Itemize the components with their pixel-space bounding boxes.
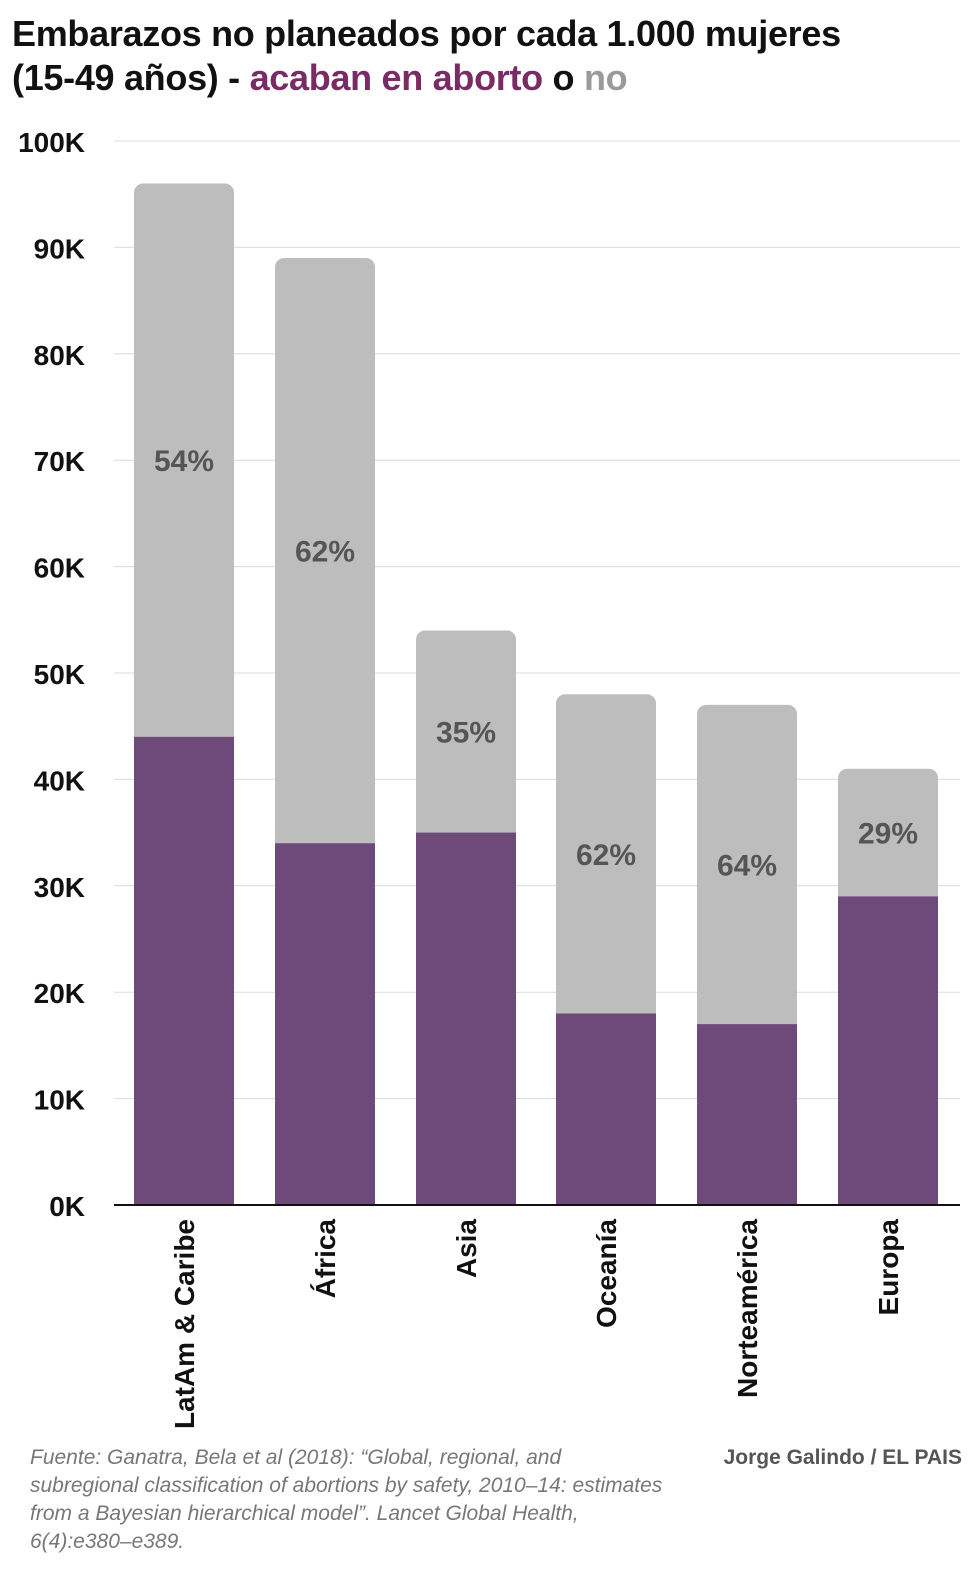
title-connector: o <box>542 57 584 98</box>
bars <box>134 183 938 1205</box>
x-tick-label: Norteamérica <box>732 1219 763 1398</box>
bar-abortion <box>134 736 234 1205</box>
percent-label: 29% <box>858 818 918 851</box>
x-tick-label: Asia <box>451 1219 482 1279</box>
y-tick-label: 80K <box>34 340 85 371</box>
x-axis-ticks: LatAm & Caribe África Asia Oceanía Norteamér… <box>169 1219 904 1429</box>
x-tick-label: LatAm & Caribe <box>169 1219 200 1429</box>
source-note: Fuente: Ganatra, Bela et al (2018): “Glo… <box>30 1446 663 1553</box>
credit-line: Jorge Galindo / EL PAIS <box>723 1446 962 1469</box>
x-tick-label: África <box>310 1219 341 1299</box>
y-tick-label: 60K <box>34 553 85 584</box>
y-tick-label: 40K <box>34 765 85 796</box>
title-line2-prefix: (15-49 años) - <box>12 57 250 98</box>
percent-label: 35% <box>436 717 496 750</box>
y-tick-label: 70K <box>34 446 85 477</box>
title-line1: Embarazos no planeados por cada 1.000 mu… <box>12 13 841 54</box>
percent-label: 64% <box>717 850 777 883</box>
bar-abortion <box>275 843 375 1205</box>
bar-abortion <box>838 896 938 1205</box>
bar-abortion <box>697 1024 797 1205</box>
x-tick-label: Oceanía <box>591 1219 622 1328</box>
y-tick-label: 90K <box>34 233 85 264</box>
percent-labels: 54% 62% 35% 62% 64% 29% <box>154 445 918 882</box>
bar-abortion <box>416 832 516 1205</box>
y-tick-label: 30K <box>34 872 85 903</box>
y-tick-label: 50K <box>34 659 85 690</box>
bar-abortion <box>556 1013 656 1205</box>
chart-title: Embarazos no planeados por cada 1.000 mu… <box>12 12 972 100</box>
y-tick-label: 10K <box>34 1085 85 1116</box>
percent-label: 54% <box>154 445 214 478</box>
grid-lines <box>114 140 960 1100</box>
y-tick-label: 0K <box>49 1191 85 1222</box>
stacked-bar-chart: 0K 10K 20K 30K 40K 50K 60K 70K 80K 90K 100K 54% 62%… <box>18 127 960 1429</box>
x-tick-label: Europa <box>873 1219 904 1316</box>
y-axis-ticks: 0K 10K 20K 30K 40K 50K 60K 70K 80K 90K 100K <box>18 127 85 1222</box>
title-highlight-no: no <box>583 57 628 98</box>
y-tick-label: 100K <box>18 127 85 158</box>
title-highlight-abortion: acaban en aborto <box>249 57 544 98</box>
percent-label: 62% <box>576 839 636 872</box>
percent-label: 62% <box>295 536 355 569</box>
y-tick-label: 20K <box>34 978 85 1009</box>
